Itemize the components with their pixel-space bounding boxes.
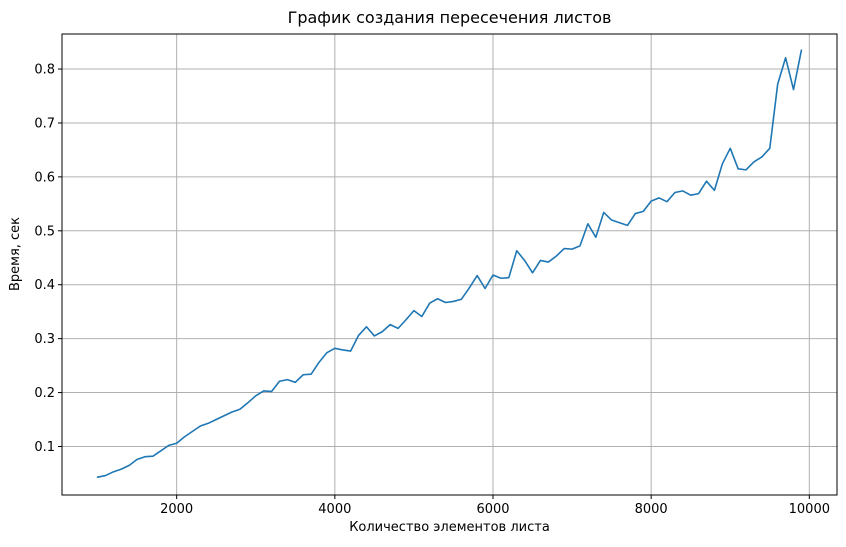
x-tick-label: 6000	[476, 502, 509, 517]
y-axis-label: Время, сек	[8, 216, 23, 292]
x-tick-label: 4000	[318, 502, 351, 517]
x-axis-ticks: 2000 4000 6000 8000 10000	[160, 495, 830, 517]
y-tick-label: 0.2	[34, 386, 55, 401]
grid-lines	[62, 34, 837, 495]
x-tick-label: 10000	[789, 502, 830, 517]
x-axis-label: Количество элементов листа	[349, 520, 550, 535]
y-tick-label: 0.7	[34, 116, 55, 131]
chart-title: График создания пересечения листов	[287, 8, 612, 27]
y-tick-label: 0.1	[34, 440, 55, 455]
series-line-0	[96, 49, 803, 479]
y-axis-ticks: 0.1 0.2 0.3 0.4 0.5 0.6 0.7 0.8	[34, 63, 62, 455]
series-layer	[96, 49, 803, 479]
y-tick-label: 0.6	[34, 170, 55, 185]
y-tick-label: 0.4	[34, 278, 55, 293]
y-tick-label: 0.3	[34, 332, 55, 347]
plot-frame	[61, 33, 838, 496]
y-tick-label: 0.5	[34, 224, 55, 239]
y-tick-label: 0.8	[34, 63, 55, 78]
x-tick-label: 2000	[160, 502, 193, 517]
x-tick-label: 8000	[635, 502, 668, 517]
axes-frame	[61, 33, 838, 496]
